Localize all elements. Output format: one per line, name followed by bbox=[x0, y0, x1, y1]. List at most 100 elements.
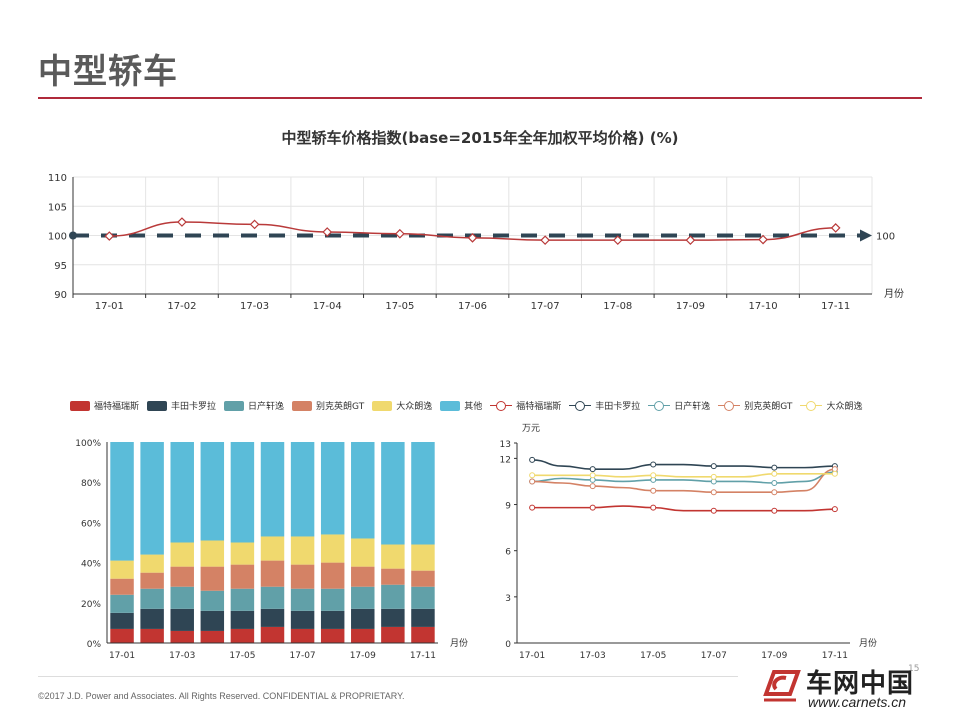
share-bar-segment bbox=[320, 610, 345, 629]
price-series-point bbox=[710, 473, 717, 480]
legend-item[interactable]: 丰田卡罗拉 bbox=[147, 399, 216, 412]
x-tick-label: 17-09 bbox=[350, 651, 376, 661]
price-series-point bbox=[771, 489, 778, 496]
y-tick-label: 90 bbox=[54, 290, 67, 301]
legend-item[interactable]: 大众朗逸 bbox=[372, 399, 432, 412]
legend-item[interactable]: 福特福瑞斯 bbox=[70, 399, 139, 412]
legend-item[interactable]: 大众朗逸 bbox=[800, 399, 862, 412]
legend-swatch bbox=[224, 400, 245, 411]
legend-label: 别克英朗GT bbox=[744, 402, 793, 412]
price-series-point bbox=[529, 504, 536, 511]
share-bar-segment bbox=[260, 560, 285, 587]
legend-item[interactable]: 福特福瑞斯 bbox=[490, 399, 561, 412]
y-tick-label: 60% bbox=[81, 519, 101, 529]
x-tick-label: 17-01 bbox=[95, 301, 124, 312]
price-index-point bbox=[467, 232, 478, 243]
y-axis-label: 万元 bbox=[522, 424, 540, 434]
legend-swatch bbox=[440, 400, 461, 411]
share-bar-segment bbox=[200, 630, 225, 643]
reference-line-label: 100 bbox=[876, 232, 895, 243]
chart-legend: 福特福瑞斯 丰田卡罗拉 日产轩逸 别克英朗GT 大众朗逸 其他 福特福瑞斯 丰田卡罗拉 日产轩逸… bbox=[70, 399, 870, 412]
price-series-point bbox=[710, 507, 717, 514]
x-tick-label: 17-03 bbox=[580, 651, 606, 661]
price-series-line bbox=[532, 459, 835, 470]
x-axis-label: 月份 bbox=[859, 637, 877, 649]
price-series-point bbox=[650, 461, 657, 468]
price-series-point bbox=[831, 506, 838, 513]
y-tick-label: 12 bbox=[500, 455, 511, 465]
legend-item[interactable]: 日产轩逸 bbox=[224, 399, 284, 412]
x-tick-label: 17-04 bbox=[313, 301, 342, 312]
price-series-point bbox=[771, 470, 778, 477]
share-bar-segment bbox=[200, 610, 225, 631]
share-bar-segment bbox=[140, 588, 164, 609]
x-tick-label: 17-09 bbox=[676, 301, 705, 312]
share-bar-segment bbox=[381, 544, 405, 569]
legend-item[interactable]: 日产轩逸 bbox=[648, 399, 710, 412]
legend-item[interactable]: 其他 bbox=[440, 399, 482, 412]
price-series-point bbox=[650, 504, 657, 511]
legend-item[interactable]: 丰田卡罗拉 bbox=[569, 399, 640, 412]
x-tick-label: 17-11 bbox=[410, 651, 436, 661]
footer-copyright: ©2017 J.D. Power and Associates. All Rig… bbox=[38, 691, 405, 701]
legend-label: 日产轩逸 bbox=[248, 402, 285, 412]
share-bar-segment bbox=[381, 626, 405, 643]
share-bar-segment bbox=[290, 536, 315, 565]
x-tick-label: 17-01 bbox=[519, 651, 545, 661]
x-tick-label: 17-05 bbox=[229, 651, 255, 661]
top-chart-title: 中型轿车价格指数(base=2015年全年加权平均价格) (%) bbox=[281, 129, 679, 147]
x-tick-label: 17-11 bbox=[821, 301, 850, 312]
price-index-point bbox=[758, 234, 768, 245]
share-bar-segment bbox=[381, 568, 405, 585]
share-bar-segment bbox=[381, 584, 405, 609]
share-bar-segment bbox=[200, 590, 225, 611]
legend-label: 大众朗逸 bbox=[826, 402, 863, 412]
y-tick-label: 6 bbox=[505, 548, 511, 558]
share-bar-segment bbox=[260, 536, 285, 561]
share-bar-segment bbox=[170, 630, 194, 643]
share-bar-segment bbox=[260, 586, 285, 609]
logo-text: 车网中国 bbox=[806, 669, 915, 699]
legend-label: 福特福瑞斯 bbox=[516, 402, 562, 412]
legend-item[interactable]: 别克英朗GT bbox=[718, 399, 792, 412]
share-bar-segment bbox=[411, 586, 435, 609]
page-title: 中型轿车 bbox=[38, 52, 178, 92]
price-series-point bbox=[529, 472, 536, 479]
x-tick-label: 17-07 bbox=[531, 301, 560, 312]
price-series-point bbox=[710, 463, 717, 470]
share-bar-segment bbox=[290, 628, 315, 643]
price-series-point bbox=[589, 483, 596, 490]
carnets-logo-icon bbox=[763, 670, 801, 702]
legend-label: 丰田卡罗拉 bbox=[595, 402, 641, 412]
legend-swatch bbox=[70, 400, 90, 411]
y-tick-label: 95 bbox=[54, 261, 67, 272]
price-index-point bbox=[104, 231, 115, 241]
y-tick-label: 100 bbox=[48, 232, 67, 243]
legend-item[interactable]: 别克英朗GT bbox=[292, 399, 364, 412]
share-bar-segment bbox=[320, 628, 345, 643]
share-bar-segment bbox=[260, 608, 285, 627]
share-bar-segment bbox=[320, 588, 345, 611]
share-bar-segment bbox=[381, 608, 405, 627]
share-bar-segment bbox=[170, 608, 194, 631]
legend-label: 其他 bbox=[464, 402, 483, 412]
share-bar-segment bbox=[170, 442, 194, 543]
x-tick-label: 17-10 bbox=[749, 301, 778, 312]
price-index-point bbox=[540, 235, 550, 246]
price-series-line bbox=[532, 472, 835, 478]
price-series-point bbox=[529, 478, 536, 485]
share-bar-segment bbox=[110, 560, 134, 579]
y-tick-label: 20% bbox=[81, 600, 101, 610]
x-tick-label: 17-08 bbox=[603, 301, 632, 312]
share-bar-segment bbox=[411, 608, 435, 627]
share-bar-segment bbox=[230, 542, 255, 565]
price-series-point bbox=[831, 470, 838, 477]
title-divider bbox=[38, 97, 922, 99]
x-tick-label: 17-06 bbox=[458, 301, 487, 312]
price-series-point bbox=[529, 456, 536, 463]
share-bar-segment bbox=[230, 442, 255, 543]
price-series-line bbox=[532, 505, 835, 512]
share-bar-segment bbox=[381, 442, 405, 545]
page-number: 15 bbox=[908, 664, 920, 674]
share-bar-segment bbox=[140, 442, 164, 555]
